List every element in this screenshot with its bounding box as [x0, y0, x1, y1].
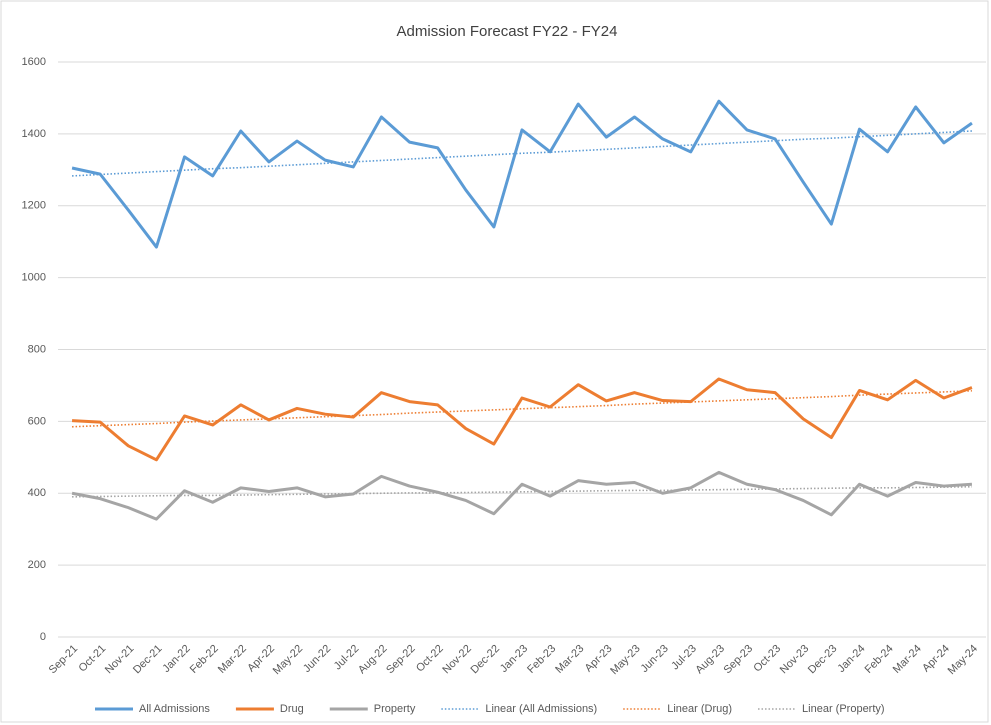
y-tick-label: 1400: [22, 128, 46, 140]
y-tick-label: 400: [28, 487, 46, 499]
legend-label: Drug: [280, 703, 304, 715]
series-line: [71, 470, 973, 521]
y-tick-label: 0: [40, 631, 46, 643]
legend-label: All Admissions: [139, 703, 210, 715]
y-tick-label: 800: [28, 343, 46, 355]
chart-title: Admission Forecast FY22 - FY24: [397, 23, 618, 40]
series-line: [71, 99, 973, 249]
y-tick-label: 1000: [22, 272, 46, 284]
legend-label: Property: [374, 703, 416, 715]
series-line: [71, 377, 973, 462]
legend-label: Linear (All Admissions): [485, 703, 597, 715]
y-tick-label: 1200: [22, 200, 46, 212]
legend-label: Linear (Property): [802, 703, 885, 715]
trend-line: [72, 390, 972, 428]
y-tick-label: 200: [28, 559, 46, 571]
y-tick-label: 1600: [22, 56, 46, 68]
trend-line: [72, 485, 972, 498]
y-tick-label: 600: [28, 415, 46, 427]
legend-label: Linear (Drug): [667, 703, 732, 715]
